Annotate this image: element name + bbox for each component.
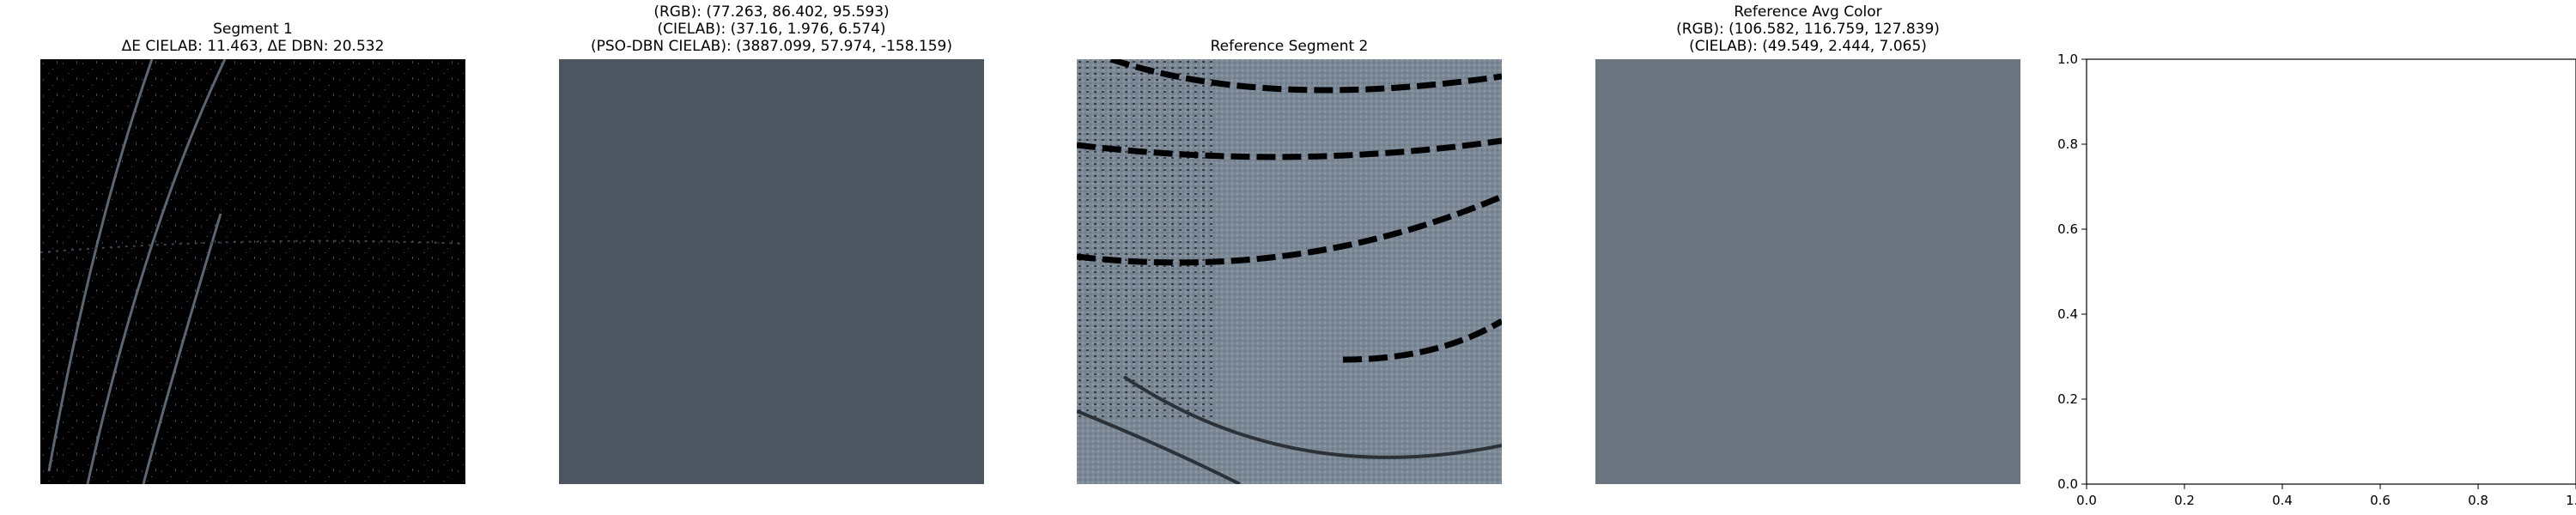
segment-1-image bbox=[40, 59, 465, 484]
segment-1-title-line-2: ΔE CIELAB: 11.463, ΔE DBN: 20.532 bbox=[121, 38, 385, 55]
x-tick-label: 1.0 bbox=[2566, 493, 2576, 508]
reference-avg-title: Reference Avg Color (RGB): (106.582, 116… bbox=[1595, 3, 2020, 55]
x-tick-label: 0.6 bbox=[2370, 493, 2391, 508]
y-tick-label: 0.2 bbox=[2057, 391, 2078, 407]
x-tick-label: 0.0 bbox=[2076, 493, 2097, 508]
reference-segment-2-title: Reference Segment 2 bbox=[1077, 38, 1502, 55]
reference-segment-2-title-line-1: Reference Segment 2 bbox=[1210, 38, 1369, 55]
x-tick-label: 0.2 bbox=[2174, 493, 2195, 508]
y-tick-label: 0.8 bbox=[2057, 136, 2078, 152]
segment-1-title: Segment 1 ΔE CIELAB: 11.463, ΔE DBN: 20.… bbox=[40, 21, 465, 55]
avg-color-cielab: (CIELAB): (37.16, 1.976, 6.574) bbox=[657, 21, 886, 38]
reference-avg-cielab: (CIELAB): (49.549, 2.444, 7.065) bbox=[1689, 38, 1927, 55]
avg-color-title: (RGB): (77.263, 86.402, 95.593) (CIELAB)… bbox=[559, 3, 984, 55]
reference-avg-swatch bbox=[1595, 59, 2020, 484]
avg-color-pso-dbn: (PSO-DBN CIELAB): (3887.099, 57.974, -15… bbox=[591, 38, 952, 55]
x-tick-label: 0.8 bbox=[2468, 493, 2488, 508]
y-tick-label: 0.0 bbox=[2057, 476, 2078, 492]
y-tick-label: 1.0 bbox=[2057, 52, 2078, 67]
axes-frame bbox=[2086, 58, 2576, 485]
reference-segment-2-image bbox=[1077, 59, 1502, 484]
x-tick-label: 0.4 bbox=[2272, 493, 2293, 508]
reference-avg-rgb: (RGB): (106.582, 116.759, 127.839) bbox=[1676, 21, 1940, 38]
segment-1-title-line-1: Segment 1 bbox=[213, 21, 293, 38]
y-tick-label: 0.6 bbox=[2057, 221, 2078, 237]
avg-color-rgb: (RGB): (77.263, 86.402, 95.593) bbox=[653, 3, 890, 21]
avg-color-swatch bbox=[559, 59, 984, 484]
empty-axes-chart: 0.0 0.2 0.4 0.6 0.8 1.0 0.0 0.2 0.4 0.6 0.8 1.0 bbox=[2057, 52, 2576, 508]
reference-avg-title-line-1: Reference Avg Color bbox=[1734, 3, 1882, 21]
y-tick-label: 0.4 bbox=[2057, 306, 2078, 322]
